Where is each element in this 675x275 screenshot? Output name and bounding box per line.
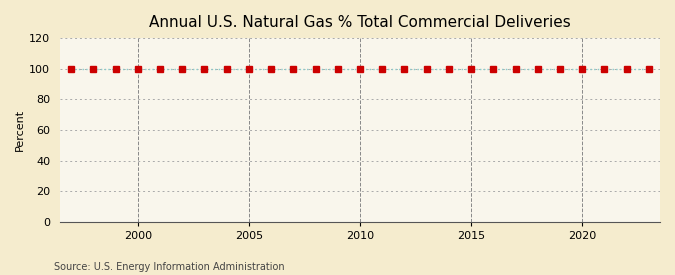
Y-axis label: Percent: Percent [15, 109, 25, 151]
Title: Annual U.S. Natural Gas % Total Commercial Deliveries: Annual U.S. Natural Gas % Total Commerci… [149, 15, 571, 30]
Text: Source: U.S. Energy Information Administration: Source: U.S. Energy Information Administ… [54, 262, 285, 272]
